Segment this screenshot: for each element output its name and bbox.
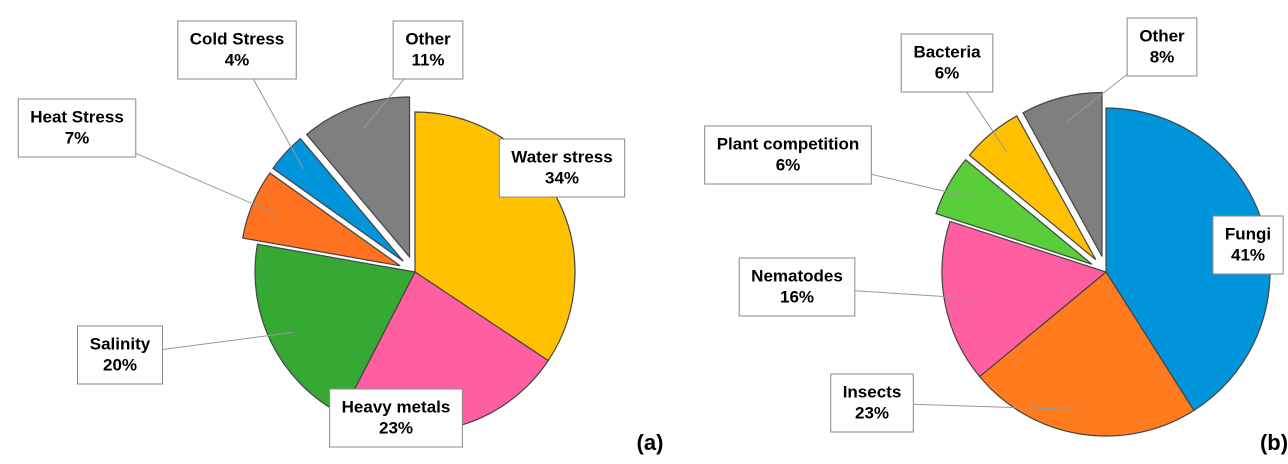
slice-name: Heat Stress xyxy=(30,107,124,126)
slice-value: 6% xyxy=(776,155,801,174)
slice-label: Insects 23% xyxy=(830,373,914,433)
slice-name: Plant competition xyxy=(717,134,860,153)
slice-name: Insects xyxy=(843,382,902,401)
pie-slice xyxy=(968,115,1097,261)
panel-label: (a) xyxy=(637,430,664,455)
slice-label: Plant competition 6% xyxy=(704,125,872,185)
slice-value: 6% xyxy=(935,63,960,82)
labels: Water stress 34% Heavy metals 23% Salinity 20… xyxy=(17,20,626,448)
slice-label: Salinity 20% xyxy=(76,325,164,385)
label-box xyxy=(830,373,914,433)
slice-name: Other xyxy=(1139,26,1185,45)
pie-slice xyxy=(272,137,404,262)
slice-label: Nematodes 16% xyxy=(738,257,856,317)
slice-value: 41% xyxy=(1231,245,1265,264)
labels: Fungi 41% Insects 23% Nematodes 16% Plant comp… xyxy=(704,17,1284,433)
slice-name: Cold Stress xyxy=(190,29,284,48)
slice-value: 23% xyxy=(855,403,889,422)
pie-slice xyxy=(935,158,1093,265)
slice-name: Water stress xyxy=(511,147,612,166)
slice-value: 34% xyxy=(545,168,579,187)
slice-name: Bacteria xyxy=(913,42,981,61)
label-box xyxy=(17,98,137,158)
slice-label: Cold Stress 4% xyxy=(177,20,297,80)
slice-value: 8% xyxy=(1150,47,1175,66)
slice-value: 20% xyxy=(103,355,137,374)
slice-name: Fungi xyxy=(1225,224,1271,243)
label-box xyxy=(498,138,626,198)
pie-slice xyxy=(941,220,1108,378)
label-box xyxy=(329,388,463,448)
slice-label: Heat Stress 7% xyxy=(17,98,137,158)
slice-value: 16% xyxy=(780,287,814,306)
slice-value: 4% xyxy=(225,50,250,69)
label-box xyxy=(704,125,872,185)
pie-slice xyxy=(254,243,416,416)
slice-label: Heavy metals 23% xyxy=(329,388,463,448)
slice-label: Bacteria 6% xyxy=(900,33,994,93)
pie-slice xyxy=(978,271,1195,437)
slice-value: 11% xyxy=(411,50,444,69)
pie-slice xyxy=(1022,91,1103,257)
slice-name: Nematodes xyxy=(751,266,843,285)
slice-name: Salinity xyxy=(90,334,151,353)
label-box xyxy=(900,33,994,93)
label-box xyxy=(76,325,164,385)
panel-label: (b) xyxy=(1260,430,1288,455)
slice-label: Fungi 41% xyxy=(1212,215,1284,275)
slice-label: Water stress 34% xyxy=(498,138,626,198)
slice-value: 7% xyxy=(65,128,90,147)
label-box xyxy=(177,20,297,80)
label-box xyxy=(738,257,856,317)
slice-label: Other 11% xyxy=(392,20,464,80)
label-box xyxy=(392,20,464,80)
slice-name: Heavy metals xyxy=(342,397,451,416)
label-box xyxy=(1126,17,1198,77)
label-box xyxy=(1212,215,1284,275)
slice-value: 23% xyxy=(379,418,413,437)
pie-slice xyxy=(305,96,411,259)
slice-label: Other 8% xyxy=(1126,17,1198,77)
slice-name: Other xyxy=(405,29,451,48)
